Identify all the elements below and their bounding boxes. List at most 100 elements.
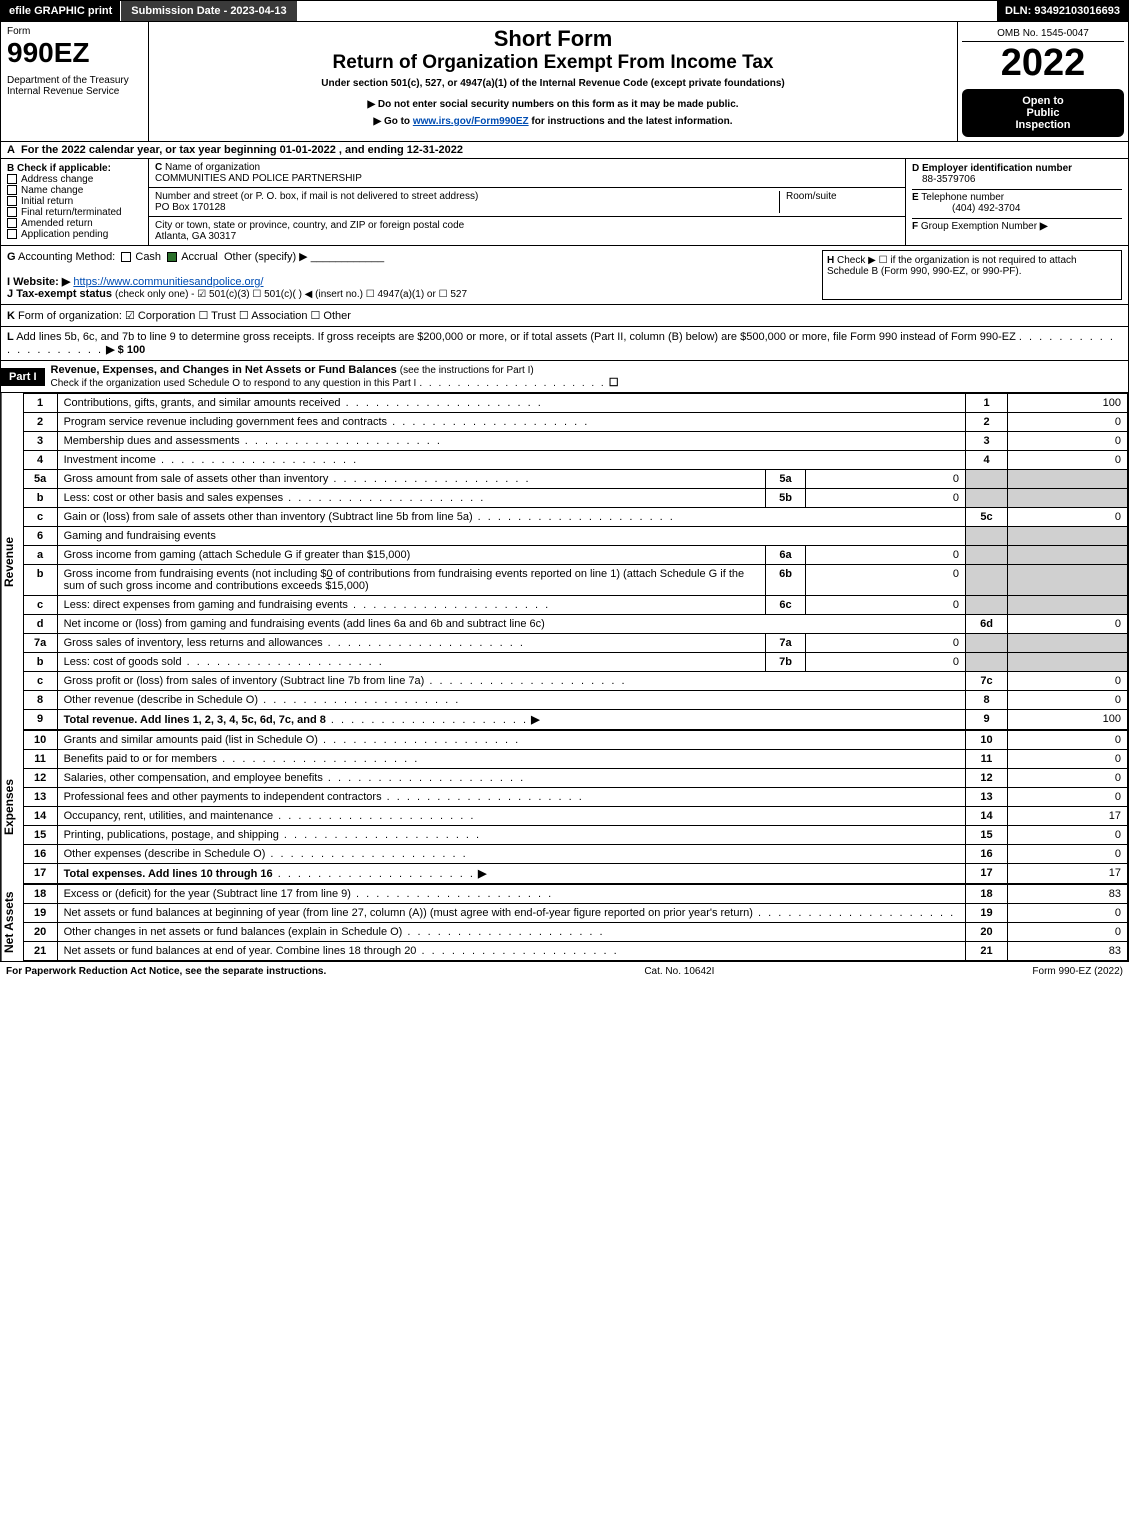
line-15-no: 15 [966,826,1008,845]
part1-checkbox[interactable]: ☐ [609,377,619,389]
line-21-no: 21 [966,942,1008,961]
line-5a-subamt: 0 [806,470,966,489]
ein-value: 88-3579706 [922,174,975,185]
line-2: 2Program service revenue including gover… [23,413,1127,432]
line-15: 15 Printing, publications, postage, and s… [23,826,1127,845]
line-5b: bLess: cost or other basis and sales exp… [23,489,1127,508]
line-5c-no: 5c [966,508,1008,527]
g-accrual: Accrual [181,251,218,263]
submission-date: Submission Date - 2023-04-13 [121,1,296,21]
part1-note: (see the instructions for Part I) [400,365,534,376]
omb-number: OMB No. 1545-0047 [962,26,1124,42]
i-label: Website: ▶ [13,276,70,288]
b-opt-1: Name change [21,185,83,196]
part1-label: Part I [1,368,45,386]
footer-left: For Paperwork Reduction Act Notice, see … [6,966,326,977]
checkbox-accrual[interactable] [167,252,177,262]
b-opt-2: Initial return [21,196,73,207]
k-rest: ☑ Corporation ☐ Trust ☐ Association ☐ Ot… [125,310,351,322]
f-arrow: ▶ [1040,221,1048,232]
open-line1: Open to [968,95,1118,107]
line-5c: cGain or (loss) from sale of assets othe… [23,508,1127,527]
line-7a-desc: Gross sales of inventory, less returns a… [64,637,323,649]
line-20-desc: Other changes in net assets or fund bala… [64,926,403,938]
line-7b-subamt: 0 [806,653,966,672]
page-footer: For Paperwork Reduction Act Notice, see … [0,961,1129,981]
g-label: Accounting Method: [18,251,115,263]
top-bar: efile GRAPHIC print Submission Date - 20… [0,0,1129,22]
line-7a: 7a Gross sales of inventory, less returns… [23,634,1127,653]
line-6d-desc: Net income or (loss) from gaming and fun… [64,618,545,630]
line-7a-sub: 7a [766,634,806,653]
line-8-no: 8 [966,691,1008,710]
line-5a-desc: Gross amount from sale of assets other t… [64,473,329,485]
under-section: Under section 501(c), 527, or 4947(a)(1)… [155,78,951,89]
line-16-desc: Other expenses (describe in Schedule O) [64,848,266,860]
checkbox-amended-return[interactable] [7,218,17,228]
line-14-no: 14 [966,807,1008,826]
b-title: Check if applicable: [17,163,111,174]
website-link[interactable]: https://www.communitiesandpolice.org/ [73,276,263,288]
line-g-h: G Accounting Method: Cash Accrual Other … [0,246,1129,305]
open-line3: Inspection [968,119,1118,131]
goto-pre: ▶ Go to [373,116,412,127]
line-9: 9Total revenue. Add lines 1, 2, 3, 4, 5c… [23,710,1127,730]
efile-print-button[interactable]: efile GRAPHIC print [1,1,121,21]
line-7c: cGross profit or (loss) from sales of in… [23,672,1127,691]
line-6c-desc: Less: direct expenses from gaming and fu… [64,599,348,611]
line-h: H Check ▶ ☐ if the organization is not r… [822,250,1122,300]
line-12-amt: 0 [1008,769,1128,788]
line-21-desc: Net assets or fund balances at end of ye… [64,945,417,957]
line-7b-desc: Less: cost of goods sold [64,656,182,668]
dln-label: DLN: 93492103016693 [997,1,1128,21]
org-street: PO Box 170128 [155,202,226,213]
line-13: 13Professional fees and other payments t… [23,788,1127,807]
checkbox-initial-return[interactable] [7,196,17,206]
line-18-amt: 83 [1008,885,1128,904]
checkbox-name-change[interactable] [7,185,17,195]
checkbox-final-return[interactable] [7,207,17,217]
c-street-label: Number and street (or P. O. box, if mail… [155,191,478,202]
b-opt-0: Address change [21,174,93,185]
line-4-no: 4 [966,451,1008,470]
l-text: Add lines 5b, 6c, and 7b to line 9 to de… [16,331,1016,343]
line-17-desc: Total expenses. Add lines 10 through 16 [64,868,273,880]
line-15-desc: Printing, publications, postage, and shi… [64,829,279,841]
line-5a: 5a Gross amount from sale of assets other… [23,470,1127,489]
footer-right: Form 990-EZ (2022) [1032,966,1123,977]
irs-label: Internal Revenue Service [7,86,142,97]
line-14-desc: Occupancy, rent, utilities, and maintena… [64,810,274,822]
line-3: 3Membership dues and assessments30 [23,432,1127,451]
f-label: Group Exemption Number [921,221,1037,232]
tax-year: 2022 [962,42,1124,85]
line-5b-sub: 5b [766,489,806,508]
header-mid: Short Form Return of Organization Exempt… [149,22,958,141]
line-6-desc: Gaming and fundraising events [57,527,965,546]
revenue-table: 1Contributions, gifts, grants, and simil… [23,393,1128,730]
c-city-label: City or town, state or province, country… [155,220,464,231]
line-19-no: 19 [966,904,1008,923]
line-15-amt: 0 [1008,826,1128,845]
line-6a-sub: 6a [766,546,806,565]
line-9-amt: 100 [1008,710,1128,730]
line-1: 1Contributions, gifts, grants, and simil… [23,394,1127,413]
line-5a-sub: 5a [766,470,806,489]
line-8-amt: 0 [1008,691,1128,710]
line-6a: aGross income from gaming (attach Schedu… [23,546,1127,565]
info-grid: B Check if applicable: Address change Na… [0,159,1129,246]
line-10-no: 10 [966,731,1008,750]
checkbox-address-change[interactable] [7,174,17,184]
checkbox-application-pending[interactable] [7,229,17,239]
j-label: Tax-exempt status [16,288,112,300]
goto-link[interactable]: www.irs.gov/Form990EZ [413,116,529,127]
line-17: 17Total expenses. Add lines 10 through 1… [23,864,1127,884]
line-7c-desc: Gross profit or (loss) from sales of inv… [64,675,425,687]
line-16: 16Other expenses (describe in Schedule O… [23,845,1127,864]
checkbox-cash[interactable] [121,252,131,262]
line-9-arrow: ▶ [531,714,539,726]
line-11-no: 11 [966,750,1008,769]
g-other: Other (specify) ▶ [224,251,308,263]
footer-mid: Cat. No. 10642I [644,966,714,977]
line-18-no: 18 [966,885,1008,904]
line-6d: dNet income or (loss) from gaming and fu… [23,615,1127,634]
